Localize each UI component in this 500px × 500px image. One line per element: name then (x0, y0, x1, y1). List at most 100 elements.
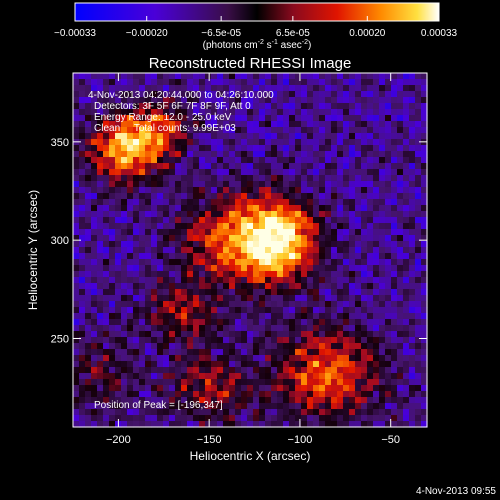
heatmap-cell (235, 379, 242, 386)
heatmap-cell (169, 253, 176, 260)
heatmap-cell (319, 259, 326, 266)
heatmap-cell (259, 277, 266, 284)
heatmap-cell (391, 109, 398, 116)
heatmap-cell (205, 211, 212, 218)
heatmap-cell (169, 163, 176, 170)
heatmap-cell (385, 373, 392, 380)
heatmap-cell (319, 211, 326, 218)
heatmap-cell (379, 211, 386, 218)
heatmap-cell (247, 85, 254, 92)
heatmap-cell (385, 211, 392, 218)
heatmap-cell (91, 415, 98, 422)
heatmap-cell (235, 133, 242, 140)
heatmap-cell (157, 133, 164, 140)
heatmap-cell (139, 397, 146, 404)
heatmap-cell (397, 169, 404, 176)
heatmap-cell (271, 331, 278, 338)
heatmap-cell (145, 223, 152, 230)
heatmap-cell (109, 103, 116, 110)
heatmap-cell (307, 349, 314, 356)
heatmap-cell (139, 295, 146, 302)
heatmap-cell (91, 103, 98, 110)
heatmap-cell (127, 151, 134, 158)
heatmap-cell (301, 193, 308, 200)
heatmap-cell (79, 229, 86, 236)
heatmap-cell (97, 181, 104, 188)
heatmap-cell (217, 373, 224, 380)
heatmap-cell (295, 283, 302, 290)
heatmap-cell (157, 325, 164, 332)
heatmap-cell (247, 73, 254, 80)
heatmap-cell (415, 229, 422, 236)
heatmap-cell (103, 295, 110, 302)
heatmap-cell (187, 247, 194, 254)
heatmap-cell (151, 283, 158, 290)
heatmap-cell (391, 379, 398, 386)
heatmap-cell (409, 181, 416, 188)
heatmap-cell (157, 355, 164, 362)
heatmap-cell (85, 307, 92, 314)
heatmap-cell (115, 301, 122, 308)
heatmap-cell (127, 253, 134, 260)
heatmap-cell (259, 355, 266, 362)
heatmap-cell (151, 277, 158, 284)
heatmap-cell (409, 169, 416, 176)
heatmap-cell (349, 205, 356, 212)
heatmap-cell (157, 241, 164, 248)
heatmap-cell (127, 97, 134, 104)
heatmap (73, 73, 428, 428)
heatmap-cell (283, 415, 290, 422)
heatmap-cell (73, 355, 80, 362)
heatmap-cell (217, 247, 224, 254)
heatmap-cell (385, 259, 392, 266)
heatmap-cell (169, 319, 176, 326)
heatmap-cell (217, 259, 224, 266)
heatmap-cell (205, 199, 212, 206)
heatmap-cell (265, 283, 272, 290)
heatmap-cell (349, 373, 356, 380)
heatmap-cell (367, 79, 374, 86)
heatmap-cell (211, 421, 218, 428)
heatmap-cell (217, 337, 224, 344)
heatmap-cell (343, 319, 350, 326)
heatmap-cell (187, 235, 194, 242)
heatmap-cell (103, 409, 110, 416)
heatmap-cell (79, 319, 86, 326)
annotation-detectors: Detectors: 3F 5F 6F 7F 8F 9F, Att 0 (94, 101, 251, 112)
heatmap-cell (283, 91, 290, 98)
heatmap-cell (127, 355, 134, 362)
heatmap-cell (325, 217, 332, 224)
heatmap-cell (313, 139, 320, 146)
heatmap-cell (157, 157, 164, 164)
heatmap-cell (103, 349, 110, 356)
heatmap-cell (325, 301, 332, 308)
heatmap-cell (235, 85, 242, 92)
heatmap-cell (193, 349, 200, 356)
heatmap-cell (163, 409, 170, 416)
heatmap-cell (349, 415, 356, 422)
heatmap-cell (115, 403, 122, 410)
heatmap-cell (217, 241, 224, 248)
heatmap-cell (331, 361, 338, 368)
heatmap-cell (301, 217, 308, 224)
heatmap-cell (355, 163, 362, 170)
heatmap-cell (319, 109, 326, 116)
heatmap-cell (187, 265, 194, 272)
heatmap-cell (205, 397, 212, 404)
heatmap-cell (73, 235, 80, 242)
heatmap-cell (379, 79, 386, 86)
heatmap-cell (199, 199, 206, 206)
heatmap-cell (313, 97, 320, 104)
heatmap-cell (355, 115, 362, 122)
heatmap-cell (403, 181, 410, 188)
heatmap-cell (385, 283, 392, 290)
heatmap-cell (193, 127, 200, 134)
heatmap-cell (331, 109, 338, 116)
heatmap-cell (73, 97, 80, 104)
heatmap-cell (115, 229, 122, 236)
heatmap-cell (421, 169, 428, 176)
heatmap-cell (235, 181, 242, 188)
heatmap-cell (259, 85, 266, 92)
heatmap-cell (169, 355, 176, 362)
heatmap-cell (253, 373, 260, 380)
